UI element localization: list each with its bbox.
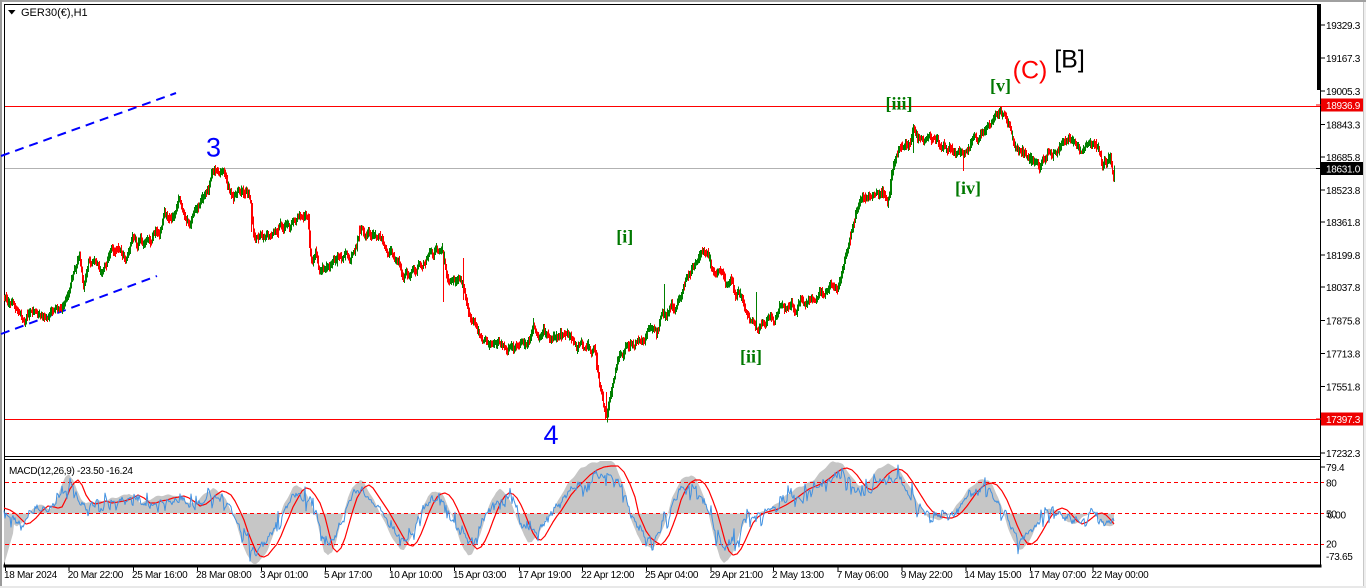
- svg-text:25 Apr 04:00: 25 Apr 04:00: [645, 570, 699, 581]
- svg-text:0.00: 0.00: [1328, 511, 1347, 522]
- svg-text:22 Apr 12:00: 22 Apr 12:00: [581, 570, 635, 581]
- svg-text:14 May 15:00: 14 May 15:00: [964, 570, 1022, 581]
- svg-text:18361.8: 18361.8: [1326, 218, 1361, 229]
- svg-text:80: 80: [1326, 479, 1337, 490]
- svg-text:17551.8: 17551.8: [1326, 383, 1361, 394]
- svg-text:18843.3: 18843.3: [1326, 121, 1361, 132]
- svg-text:19167.3: 19167.3: [1326, 54, 1361, 65]
- svg-text:17397.3: 17397.3: [1326, 415, 1361, 426]
- svg-text:17875.8: 17875.8: [1326, 317, 1361, 328]
- svg-text:[ii]: [ii]: [740, 346, 762, 366]
- svg-text:19329.3: 19329.3: [1326, 21, 1361, 32]
- svg-text:9 May 22:00: 9 May 22:00: [901, 570, 953, 581]
- svg-text:18037.8: 18037.8: [1326, 283, 1361, 294]
- svg-text:MACD(12,26,9) -23.50 -16.24: MACD(12,26,9) -23.50 -16.24: [9, 466, 133, 477]
- svg-text:2 May 13:00: 2 May 13:00: [772, 570, 824, 581]
- svg-text:20: 20: [1326, 540, 1337, 551]
- svg-text:3: 3: [206, 133, 221, 163]
- svg-text:50: 50: [1326, 510, 1337, 521]
- svg-text:20 Mar 22:00: 20 Mar 22:00: [68, 570, 124, 581]
- svg-text:17232.3: 17232.3: [1326, 449, 1361, 460]
- svg-text:29 Apr 21:00: 29 Apr 21:00: [710, 570, 764, 581]
- svg-text:25 Mar 16:00: 25 Mar 16:00: [132, 570, 188, 581]
- svg-text:18685.8: 18685.8: [1326, 153, 1361, 164]
- svg-text:79.4: 79.4: [1326, 463, 1345, 474]
- svg-text:[iii]: [iii]: [886, 94, 913, 114]
- svg-text:-73.65: -73.65: [1326, 552, 1353, 563]
- svg-text:19005.3: 19005.3: [1326, 87, 1361, 98]
- svg-text:(C): (C): [1013, 57, 1048, 85]
- svg-text:5 Apr 17:00: 5 Apr 17:00: [324, 570, 373, 581]
- svg-text:18631.0: 18631.0: [1326, 165, 1361, 176]
- svg-text:18936.9: 18936.9: [1326, 101, 1361, 112]
- svg-text:[B]: [B]: [1054, 46, 1085, 74]
- svg-text:17 May 07:00: 17 May 07:00: [1029, 570, 1087, 581]
- svg-text:10 Apr 10:00: 10 Apr 10:00: [389, 570, 443, 581]
- svg-text:17713.8: 17713.8: [1326, 350, 1361, 361]
- svg-text:3 Apr 01:00: 3 Apr 01:00: [260, 570, 309, 581]
- svg-text:15 Apr 03:00: 15 Apr 03:00: [453, 570, 507, 581]
- svg-text:[iv]: [iv]: [955, 178, 981, 198]
- svg-text:17 Apr 19:00: 17 Apr 19:00: [518, 570, 572, 581]
- svg-text:[v]: [v]: [990, 76, 1011, 96]
- svg-text:18 Mar 2024: 18 Mar 2024: [4, 570, 58, 581]
- svg-text:4: 4: [543, 420, 558, 450]
- svg-text:18523.8: 18523.8: [1326, 186, 1361, 197]
- svg-text:7 May 06:00: 7 May 06:00: [837, 570, 889, 581]
- svg-text:[i]: [i]: [616, 227, 633, 247]
- svg-text:18199.8: 18199.8: [1326, 251, 1361, 262]
- svg-text:GER30(€),H1: GER30(€),H1: [21, 7, 88, 19]
- svg-text:22 May 00:00: 22 May 00:00: [1091, 570, 1149, 581]
- svg-text:28 Mar 08:00: 28 Mar 08:00: [196, 570, 252, 581]
